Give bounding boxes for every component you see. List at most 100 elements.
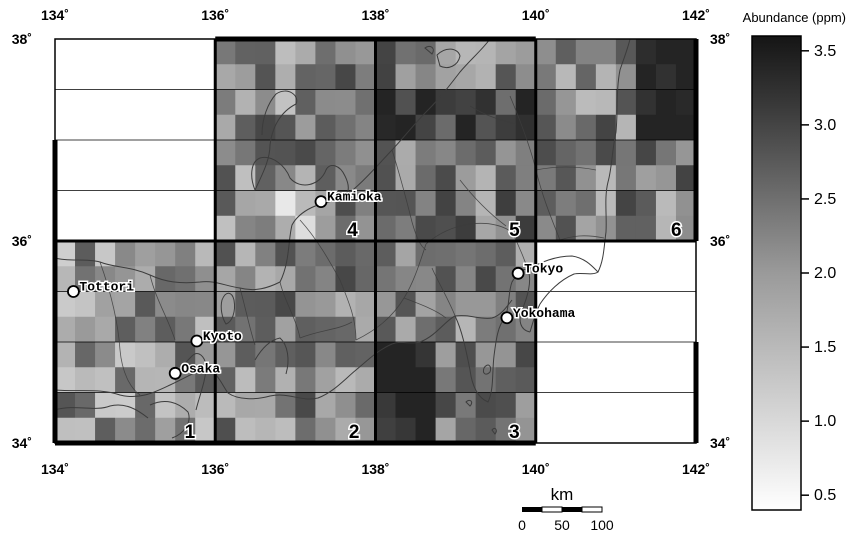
abundance-cell [215,367,236,394]
abundance-cell [515,140,537,166]
abundance-cell [555,89,577,116]
abundance-cell [115,417,136,444]
abundance-cell [355,266,377,293]
abundance-cell [275,190,296,217]
abundance-cell [115,316,136,343]
abundance-cell [575,64,597,91]
abundance-cell [375,367,397,394]
abundance-cell [455,190,477,217]
abundance-cell [615,114,637,141]
abundance-cell [375,291,397,318]
abundance-cell [455,165,477,192]
abundance-cell [435,266,457,293]
abundance-cell [175,291,196,318]
abundance-cell [355,316,377,343]
abundance-cell [455,215,477,242]
abundance-cell [455,39,477,65]
abundance-cell [455,417,477,444]
abundance-cell [395,39,417,65]
abundance-cell [655,140,677,166]
abundance-cell [455,392,477,419]
abundance-cell [375,64,397,91]
abundance-cell [235,241,256,267]
abundance-cell [395,114,417,141]
abundance-cell [535,215,557,242]
abundance-cell [315,64,337,91]
abundance-cell [155,291,176,318]
graticule-label: 140˚ [522,7,550,23]
abundance-cell [335,342,357,368]
abundance-cell [595,140,617,166]
colorbar-ramp [751,35,802,511]
abundance-cell [415,89,437,116]
scale-bar-tick-0: 0 [518,517,526,533]
abundance-cell [175,266,196,293]
abundance-cell [195,266,216,293]
abundance-cell [475,190,497,217]
abundance-cell [475,417,497,444]
abundance-cell [555,64,577,91]
abundance-cell [275,291,296,318]
abundance-cell [475,316,497,343]
abundance-cell [495,417,517,444]
abundance-cell [135,241,156,267]
abundance-cell [635,89,657,116]
abundance-cell [375,114,397,141]
abundance-cell [315,392,337,419]
abundance-cell [115,392,136,419]
scale-bar-segment-1 [522,507,542,512]
abundance-cell [55,342,76,368]
abundance-cell [335,417,357,444]
abundance-cell [495,291,517,318]
abundance-cell [415,215,437,242]
abundance-cell [55,392,76,419]
abundance-cell [375,266,397,293]
abundance-cell [115,367,136,394]
abundance-cell [395,165,417,192]
abundance-cell [315,316,337,343]
abundance-cell [135,266,156,293]
graticule-label: 140˚ [522,461,550,477]
abundance-cell [255,291,276,318]
graticule-label: 142˚ [682,461,710,477]
city-label: Yokohama [513,306,576,321]
abundance-cell [375,392,397,419]
abundance-cell [395,64,417,91]
region-label: 6 [671,220,682,241]
abundance-cell [675,165,697,192]
abundance-cell [255,140,276,166]
abundance-cell [135,316,156,343]
abundance-cell [495,342,517,368]
city-marker [168,366,182,380]
abundance-cell [195,417,216,444]
abundance-cell [215,291,236,318]
abundance-cell [235,190,256,217]
city-marker [314,195,328,209]
abundance-cell [235,342,256,368]
abundance-cell [75,342,96,368]
abundance-cell [295,140,317,166]
graticule-label: 36˚ [12,233,32,249]
abundance-cell [395,291,417,318]
abundance-cell [215,266,236,293]
abundance-cell [655,64,677,91]
abundance-cell [315,266,337,293]
abundance-cell [575,114,597,141]
abundance-cell [475,89,497,116]
abundance-cell [355,89,377,116]
abundance-cell [155,316,176,343]
abundance-cell [55,417,76,444]
latitude-labels-left: 38˚ 36˚ 34˚ [12,31,32,451]
abundance-cell [415,392,437,419]
abundance-cell [255,266,276,293]
abundance-cell [435,165,457,192]
abundance-cell [75,291,96,318]
abundance-cell [55,316,76,343]
abundance-cell [95,342,116,368]
abundance-cell [215,316,236,343]
abundance-cell [475,266,497,293]
abundance-cell [275,165,296,192]
abundance-cell [215,114,236,141]
abundance-cell [215,89,236,116]
longitude-labels-bottom: 134˚ 136˚ 138˚ 140˚ 142˚ [41,461,710,477]
